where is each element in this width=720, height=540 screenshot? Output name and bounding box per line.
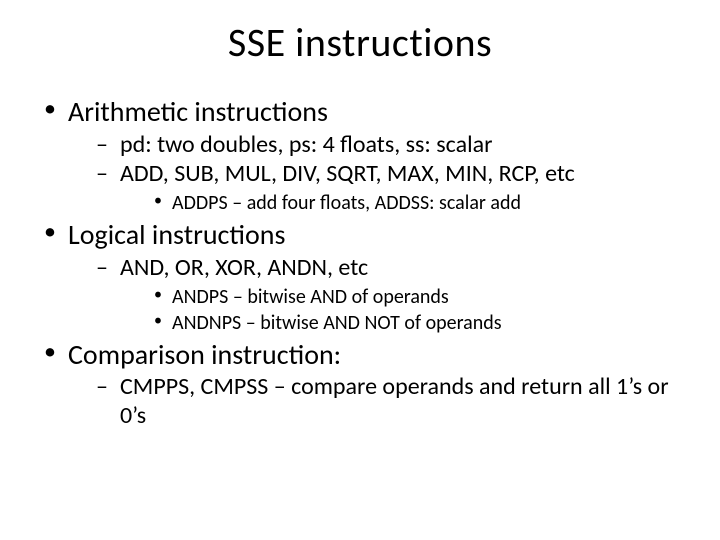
- list-item: ADDPS – add four floats, ADDSS: scalar a…: [144, 191, 680, 216]
- bullet-list-lvl2: pd: two doubles, ps: 4 floats, ss: scala…: [90, 131, 680, 217]
- bullet-list-lvl3: ANDPS – bitwise AND of operands ANDNPS –…: [144, 285, 680, 336]
- list-item-label: ANDNPS – bitwise AND NOT of operands: [172, 311, 502, 335]
- list-item-label: ADDPS – add four floats, ADDSS: scalar a…: [172, 191, 521, 215]
- list-item-label: Logical instructions: [68, 217, 285, 252]
- list-item-label: pd: two doubles, ps: 4 floats, ss: scala…: [120, 130, 492, 159]
- bullet-list-lvl3: ADDPS – add four floats, ADDSS: scalar a…: [144, 191, 680, 216]
- list-item-label: Comparison instruction:: [68, 337, 341, 372]
- list-item: ANDPS – bitwise AND of operands: [144, 285, 680, 310]
- list-item-label: Arithmetic instructions: [68, 94, 328, 129]
- list-item: pd: two doubles, ps: 4 floats, ss: scala…: [90, 131, 680, 160]
- list-item: ANDNPS – bitwise AND NOT of operands: [144, 311, 680, 336]
- list-item-label: ANDPS – bitwise AND of operands: [172, 285, 449, 309]
- list-item-label: CMPPS, CMPSS – compare operands and retu…: [120, 372, 669, 430]
- bullet-list-lvl2: AND, OR, XOR, ANDN, etc ANDPS – bitwise …: [90, 254, 680, 336]
- slide-title: SSE instructions: [40, 18, 680, 67]
- bullet-list-lvl1: Arithmetic instructions pd: two doubles,…: [40, 95, 680, 431]
- list-item: Comparison instruction: CMPPS, CMPSS – c…: [40, 338, 680, 431]
- list-item-label: ADD, SUB, MUL, DIV, SQRT, MAX, MIN, RCP,…: [120, 159, 575, 188]
- list-item: Logical instructions AND, OR, XOR, ANDN,…: [40, 218, 680, 335]
- list-item: CMPPS, CMPSS – compare operands and retu…: [90, 373, 680, 431]
- slide: SSE instructions Arithmetic instructions…: [0, 0, 720, 540]
- list-item: ADD, SUB, MUL, DIV, SQRT, MAX, MIN, RCP,…: [90, 160, 680, 216]
- bullet-list-lvl2: CMPPS, CMPSS – compare operands and retu…: [90, 373, 680, 431]
- list-item-label: AND, OR, XOR, ANDN, etc: [120, 253, 368, 282]
- list-item: AND, OR, XOR, ANDN, etc ANDPS – bitwise …: [90, 254, 680, 336]
- list-item: Arithmetic instructions pd: two doubles,…: [40, 95, 680, 216]
